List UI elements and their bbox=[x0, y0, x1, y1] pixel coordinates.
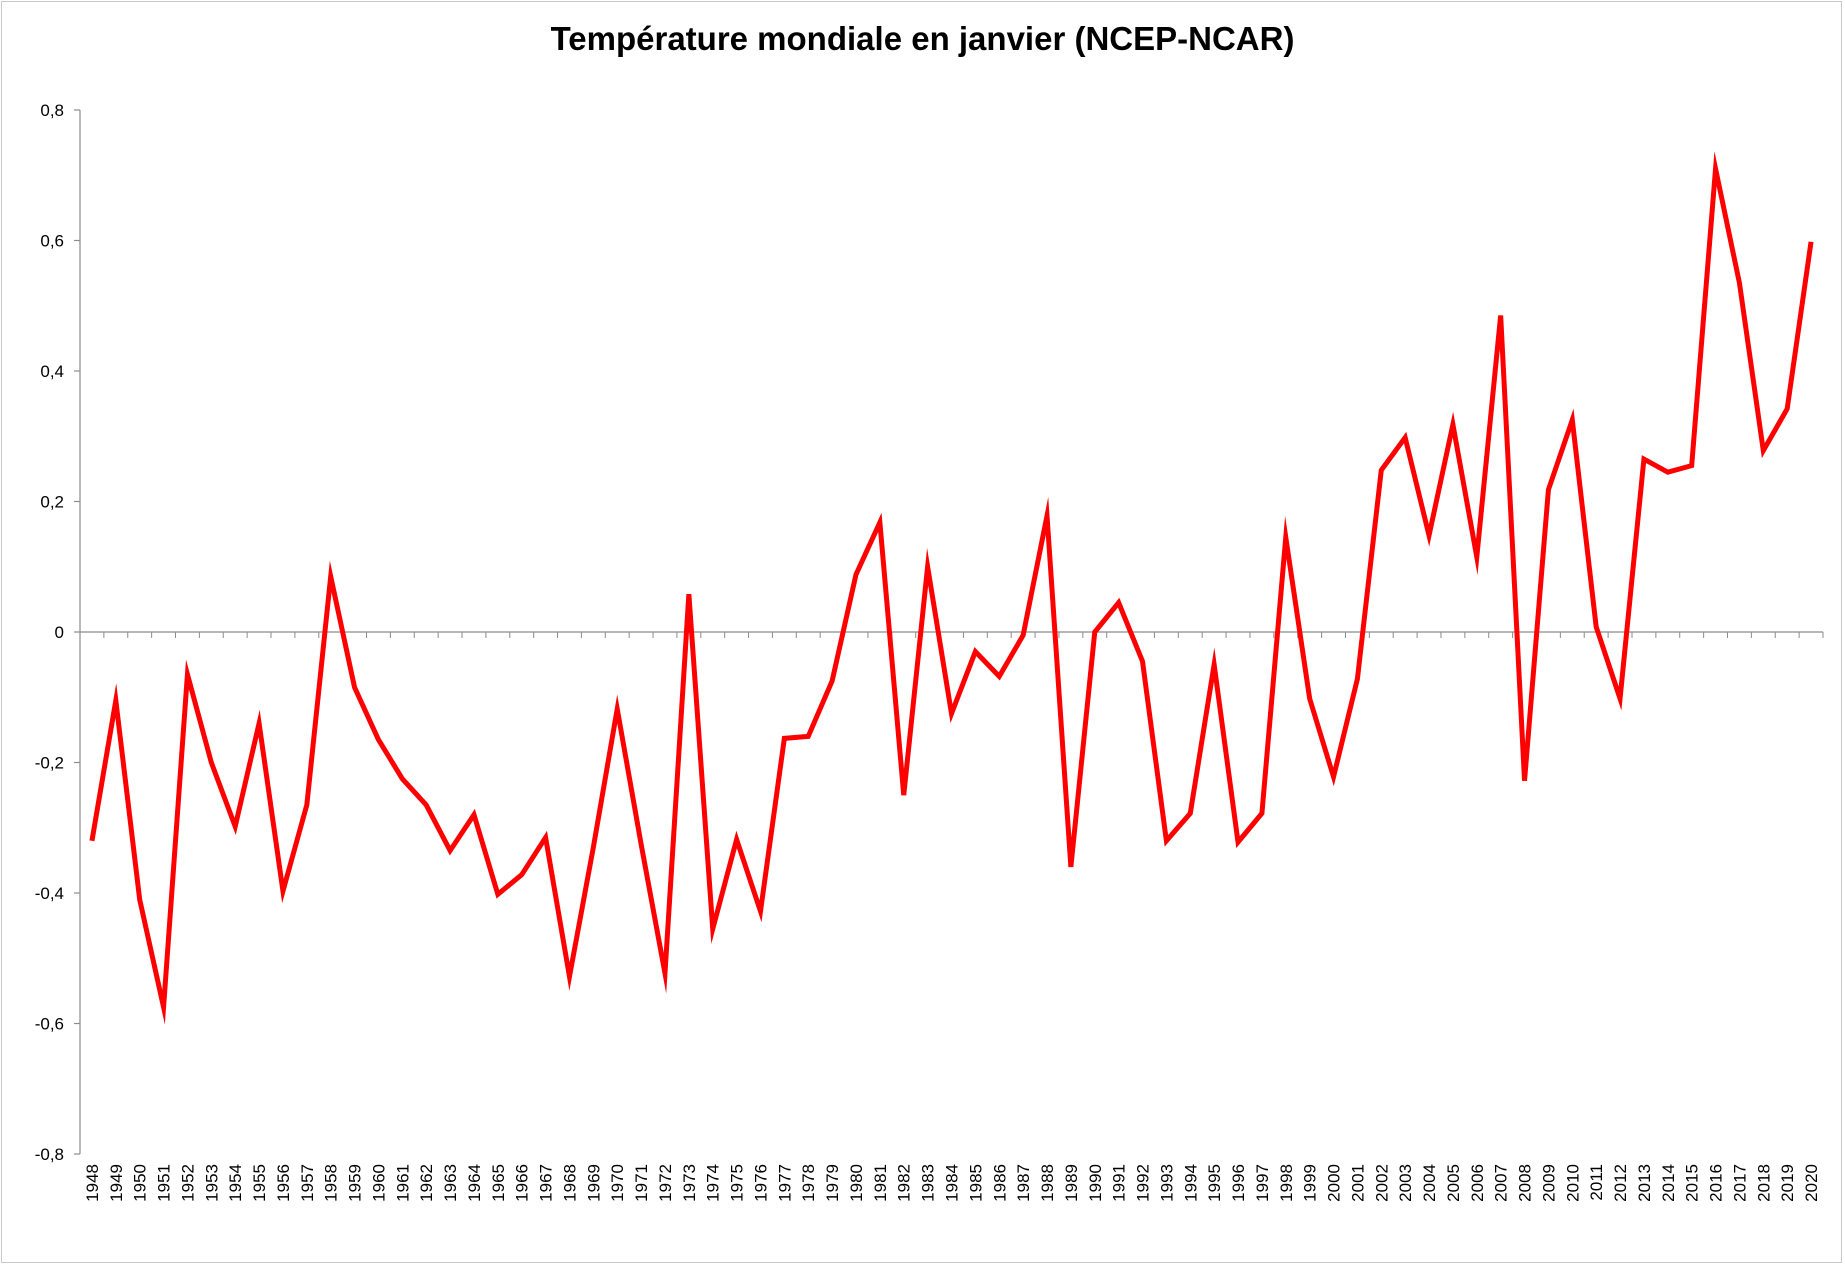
x-tick-label: 2007 bbox=[1492, 1164, 1511, 1202]
x-tick-label: 1995 bbox=[1205, 1164, 1224, 1202]
x-tick-label: 1960 bbox=[369, 1164, 388, 1202]
x-tick-label: 1981 bbox=[871, 1164, 890, 1202]
x-tick-label: 2010 bbox=[1563, 1164, 1582, 1202]
x-tick-label: 1989 bbox=[1062, 1164, 1081, 1202]
y-tick-label: 0 bbox=[55, 623, 64, 642]
x-tick-label: 1957 bbox=[298, 1164, 317, 1202]
x-tick-label: 1978 bbox=[799, 1164, 818, 1202]
chart-title: Température mondiale en janvier (NCEP-NC… bbox=[550, 20, 1295, 57]
x-tick-label: 2013 bbox=[1635, 1164, 1654, 1202]
x-tick-label: 1954 bbox=[226, 1164, 245, 1202]
x-tick-label: 2019 bbox=[1778, 1164, 1797, 1202]
x-tick-label: 1984 bbox=[943, 1164, 962, 1202]
y-tick-label: -0,6 bbox=[35, 1015, 64, 1034]
x-tick-label: 2008 bbox=[1516, 1164, 1535, 1202]
x-tick-label: 2002 bbox=[1372, 1164, 1391, 1202]
x-tick-label: 1956 bbox=[274, 1164, 293, 1202]
x-tick-label: 2014 bbox=[1659, 1164, 1678, 1202]
x-tick-label: 1961 bbox=[393, 1164, 412, 1202]
x-tick-label: 1986 bbox=[990, 1164, 1009, 1202]
x-tick-label: 2009 bbox=[1539, 1164, 1558, 1202]
y-tick-label: 0,2 bbox=[40, 493, 64, 512]
x-tick-label: 2020 bbox=[1802, 1164, 1821, 1202]
x-tick-label: 2011 bbox=[1587, 1164, 1606, 1201]
y-tick-label: -0,4 bbox=[35, 884, 64, 903]
x-tick-label: 1972 bbox=[656, 1164, 675, 1202]
x-tick-label: 2016 bbox=[1707, 1164, 1726, 1202]
series-line bbox=[89, 151, 1814, 1025]
x-tick-label: 1964 bbox=[465, 1164, 484, 1202]
x-tick-label: 2012 bbox=[1611, 1164, 1630, 1202]
x-tick-label: 1976 bbox=[751, 1164, 770, 1202]
x-tick-label: 1985 bbox=[966, 1164, 985, 1202]
x-tick-label: 2001 bbox=[1348, 1164, 1367, 1202]
x-tick-label: 1958 bbox=[322, 1164, 341, 1202]
x-axis-ticks: 1948 1949 1950 1951 1952 1953 1954 1955 1956 1957… bbox=[79, 632, 1824, 1202]
x-tick-label: 1969 bbox=[584, 1164, 603, 1202]
x-tick-label: 2003 bbox=[1396, 1164, 1415, 1202]
x-tick-label: 1988 bbox=[1038, 1164, 1057, 1202]
x-tick-label: 1970 bbox=[608, 1164, 627, 1202]
series-group bbox=[89, 151, 1814, 1025]
x-tick-label: 1963 bbox=[441, 1164, 460, 1202]
x-tick-label: 1955 bbox=[250, 1164, 269, 1202]
x-tick-label: 2017 bbox=[1730, 1164, 1749, 1202]
x-tick-label: 1962 bbox=[417, 1164, 436, 1202]
x-tick-label: 1950 bbox=[131, 1164, 150, 1202]
x-tick-label: 1973 bbox=[680, 1164, 699, 1202]
y-tick-label: -0,2 bbox=[35, 754, 64, 773]
x-tick-label: 1996 bbox=[1229, 1164, 1248, 1202]
x-tick-label: 1991 bbox=[1110, 1164, 1129, 1202]
x-tick-label: 1952 bbox=[178, 1164, 197, 1202]
x-tick-label: 1994 bbox=[1181, 1164, 1200, 1202]
x-tick-label: 1982 bbox=[895, 1164, 914, 1202]
x-tick-label: 1968 bbox=[560, 1164, 579, 1202]
x-tick-label: 1998 bbox=[1277, 1164, 1296, 1202]
x-tick-label: 2005 bbox=[1444, 1164, 1463, 1202]
x-tick-label: 1990 bbox=[1086, 1164, 1105, 1202]
x-tick-label: 1987 bbox=[1014, 1164, 1033, 1202]
x-tick-label: 2006 bbox=[1468, 1164, 1487, 1202]
x-tick-label: 1999 bbox=[1301, 1164, 1320, 1202]
x-tick-label: 1993 bbox=[1157, 1164, 1176, 1202]
x-tick-label: 1951 bbox=[155, 1164, 174, 1202]
x-tick-label: 1953 bbox=[202, 1164, 221, 1202]
x-tick-label: 1967 bbox=[537, 1164, 556, 1202]
x-tick-label: 2015 bbox=[1683, 1164, 1702, 1202]
x-tick-label: 1980 bbox=[847, 1164, 866, 1202]
x-tick-label: 2000 bbox=[1325, 1164, 1344, 1202]
x-tick-label: 2004 bbox=[1420, 1164, 1439, 1202]
x-tick-label: 1992 bbox=[1134, 1164, 1153, 1202]
x-tick-label: 1974 bbox=[704, 1164, 723, 1202]
x-tick-label: 1979 bbox=[823, 1164, 842, 1202]
x-tick-label: 1965 bbox=[489, 1164, 508, 1202]
x-tick-label: 1975 bbox=[728, 1164, 747, 1202]
x-tick-label: 2018 bbox=[1754, 1164, 1773, 1202]
x-tick-label: 1959 bbox=[346, 1164, 365, 1202]
x-tick-label: 1971 bbox=[632, 1164, 651, 1202]
x-tick-label: 1966 bbox=[513, 1164, 532, 1202]
x-tick-label: 1948 bbox=[83, 1164, 102, 1202]
y-tick-label: 0,6 bbox=[40, 232, 64, 251]
y-axis-ticks: 0,8 0,6 0,4 0,2 0 -0,2 -0,4 -0,6 -0,8 bbox=[35, 101, 80, 1164]
x-tick-label: 1983 bbox=[919, 1164, 938, 1202]
y-tick-label: -0,8 bbox=[35, 1145, 64, 1164]
x-tick-label: 1997 bbox=[1253, 1164, 1272, 1202]
y-tick-label: 0,4 bbox=[40, 362, 64, 381]
x-tick-label: 1949 bbox=[107, 1164, 126, 1202]
x-tick-label: 1977 bbox=[775, 1164, 794, 1202]
y-tick-label: 0,8 bbox=[40, 101, 64, 120]
